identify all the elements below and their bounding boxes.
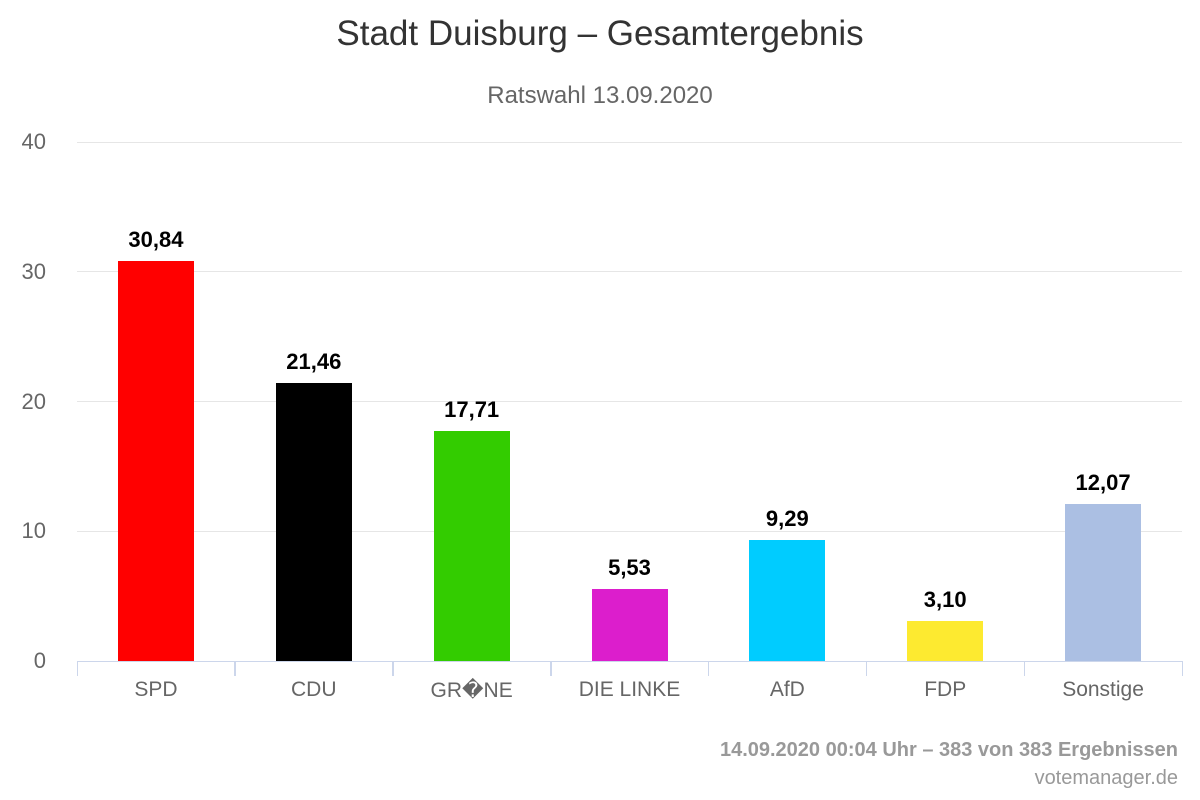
axis-tick bbox=[392, 661, 394, 676]
axis-tick bbox=[550, 661, 552, 676]
y-axis-label: 0 bbox=[33, 648, 46, 673]
x-axis-label-cdu: CDU bbox=[291, 678, 337, 701]
chart-subtitle: Ratswahl 13.09.2020 bbox=[487, 82, 713, 109]
x-axis-label-die-linke: DIE LINKE bbox=[578, 678, 681, 701]
x-axis-line bbox=[77, 660, 1182, 662]
bar-gruene[interactable] bbox=[433, 431, 510, 661]
credits-link[interactable]: votemanager.de bbox=[1034, 767, 1178, 789]
x-axis-label-sonstige: Sonstige bbox=[1062, 678, 1144, 701]
bar-fdp[interactable] bbox=[907, 620, 984, 661]
value-label-afd: 9,29 bbox=[765, 506, 809, 532]
value-label-fdp: 3,10 bbox=[923, 586, 967, 612]
value-label-sonstige: 12,07 bbox=[1075, 470, 1131, 496]
chart-title: Stadt Duisburg – Gesamtergebnis bbox=[336, 14, 864, 53]
y-axis-label: 40 bbox=[21, 129, 46, 154]
bar-afd[interactable] bbox=[749, 540, 826, 661]
value-label-cdu: 21,46 bbox=[286, 348, 342, 374]
chart-footer: 14.09.2020 00:04 Uhr – 383 von 383 Ergeb… bbox=[720, 736, 1178, 792]
value-label-spd: 30,84 bbox=[128, 226, 184, 252]
y-axis-label: 20 bbox=[21, 388, 46, 414]
bar-die-linke[interactable] bbox=[591, 589, 668, 661]
axis-tick bbox=[1181, 661, 1183, 676]
results-status: 14.09.2020 00:04 Uhr – 383 von 383 Ergeb… bbox=[719, 739, 1178, 761]
axis-tick bbox=[234, 661, 236, 676]
bar-spd[interactable] bbox=[117, 260, 194, 661]
x-axis-label-afd: AfD bbox=[769, 678, 805, 701]
x-axis-label-spd: SPD bbox=[134, 678, 178, 701]
gridline bbox=[77, 401, 1182, 402]
bar-sonstige[interactable] bbox=[1065, 504, 1142, 661]
gridline bbox=[77, 271, 1182, 273]
gridline bbox=[77, 530, 1182, 532]
axis-tick bbox=[707, 661, 710, 676]
x-axis-label-gruene: GR�NE bbox=[430, 679, 513, 702]
axis-tick bbox=[1023, 661, 1026, 676]
y-axis-label: 10 bbox=[21, 518, 46, 544]
x-axis-label-fdp: FDP bbox=[924, 678, 967, 701]
value-label-gruene: 17,71 bbox=[444, 397, 500, 423]
value-label-die-linke: 5,53 bbox=[608, 555, 651, 581]
y-axis-label: 30 bbox=[21, 258, 46, 284]
axis-tick bbox=[865, 661, 868, 676]
gridline bbox=[77, 141, 1182, 143]
bar-cdu[interactable] bbox=[275, 382, 352, 661]
axis-tick bbox=[76, 661, 78, 676]
